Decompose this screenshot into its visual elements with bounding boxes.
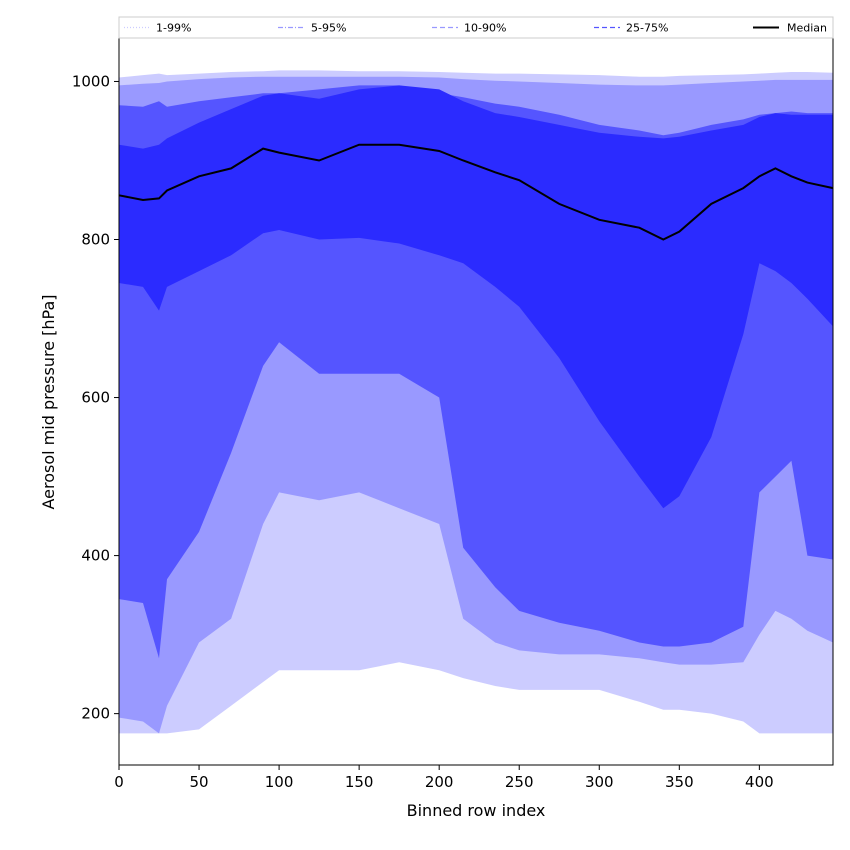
x-axis: 0 50 100 150 200 250 300 350 400 [114,765,774,791]
x-tick-label-150: 150 [345,773,374,791]
y-tick-label-400: 400 [81,547,110,565]
y-tick-label-1000: 1000 [72,72,110,90]
legend-frame [118,16,834,39]
x-tick-label-400: 400 [745,773,774,791]
band-25-75% [119,85,833,509]
median-line [118,143,834,241]
legend-label-5-95%: 5-95% [311,22,346,35]
legend: 1-99% 5-95% 10-90% 25-75% Median [118,16,834,39]
x-tick-label-250: 250 [505,773,534,791]
x-tick-label-0: 0 [114,773,124,791]
legend-label-1-99%: 1-99% [156,22,191,35]
legend-label-Median: Median [787,22,827,35]
x-tick-label-200: 200 [425,773,454,791]
y-axis: 200 400 600 800 1000 [72,72,119,723]
y-tick-label-600: 600 [81,389,110,407]
y-axis-label: Aerosol mid pressure [hPa] [39,294,58,509]
y-tick-label-800: 800 [81,231,110,249]
x-axis-label: Binned row index [407,801,546,820]
x-tick-label-50: 50 [189,773,208,791]
legend-label-10-90%: 10-90% [464,22,506,35]
x-tick-label-300: 300 [585,773,614,791]
median-layer [118,143,834,241]
y-tick-label-200: 200 [81,705,110,723]
x-tick-label-350: 350 [665,773,694,791]
x-tick-label-100: 100 [265,773,294,791]
legend-label-25-75%: 25-75% [626,22,668,35]
